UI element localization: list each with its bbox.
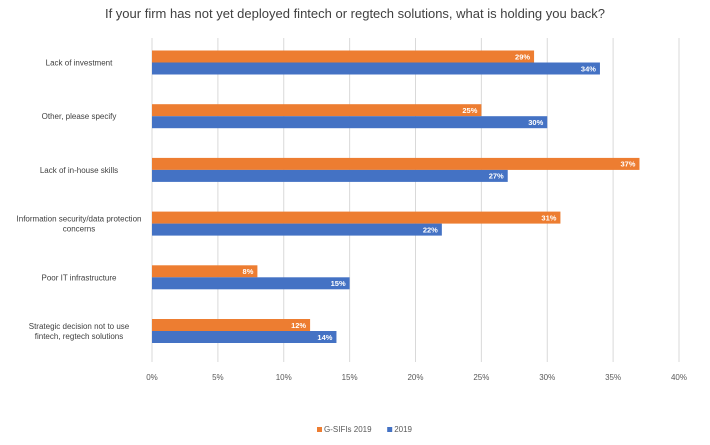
legend-swatch [317,427,322,432]
bar [152,104,482,117]
x-axis-tick-labels: 0% 5% 10% 15% 20% 25% 30% 35% 40% [146,373,687,382]
legend-label: G-SIFIs 2019 [324,425,372,434]
bar [152,223,442,236]
data-label: 15% [331,279,346,288]
x-tick-label: 0% [146,373,158,382]
data-label: 31% [541,213,556,222]
bar [152,265,258,278]
category-label: Strategic decision not to use fintech, re… [29,322,130,341]
chart-title: If your firm has not yet deployed fintec… [105,6,605,21]
data-label: 14% [317,333,332,342]
category-label: Lack of in-house skills [40,166,118,175]
bar [152,211,561,224]
bar [152,50,535,63]
legend: G-SIFIs 2019 2019 [317,425,413,434]
data-label: 34% [581,64,596,73]
category-label: Poor IT infrastructure [42,273,118,282]
category-label: Other, please specify [42,112,117,121]
data-label: 8% [243,267,254,276]
bar [152,116,548,129]
x-tick-label: 25% [473,373,489,382]
data-label: 29% [515,52,530,61]
legend-label: 2019 [394,425,412,434]
x-tick-label: 5% [212,373,224,382]
x-tick-label: 10% [276,373,292,382]
x-tick-label: 15% [342,373,358,382]
x-tick-label: 30% [539,373,555,382]
data-label: 25% [462,106,477,115]
bar [152,157,640,170]
category-label: Lack of investment [46,59,113,68]
x-tick-label: 35% [605,373,621,382]
category-labels: Lack of investment Other, please specify L… [17,59,142,342]
legend-swatch [387,427,393,432]
data-label: 27% [489,172,504,181]
x-tick-label: 40% [671,373,687,382]
category-label: Information security/data protection conc… [17,215,142,234]
bar [152,62,600,75]
bar [152,277,350,290]
bar [152,169,508,182]
bar [152,331,337,343]
gridlines [151,38,680,362]
data-label: 22% [423,225,438,234]
bar [152,319,311,331]
data-label: 37% [620,160,635,169]
data-label: 12% [291,321,306,330]
data-label: 30% [528,118,543,127]
x-tick-label: 20% [407,373,423,382]
bars: 29% 34% 25% 30% 37% 27% 31% 22% 8% 15% 12% 14% [152,50,640,343]
